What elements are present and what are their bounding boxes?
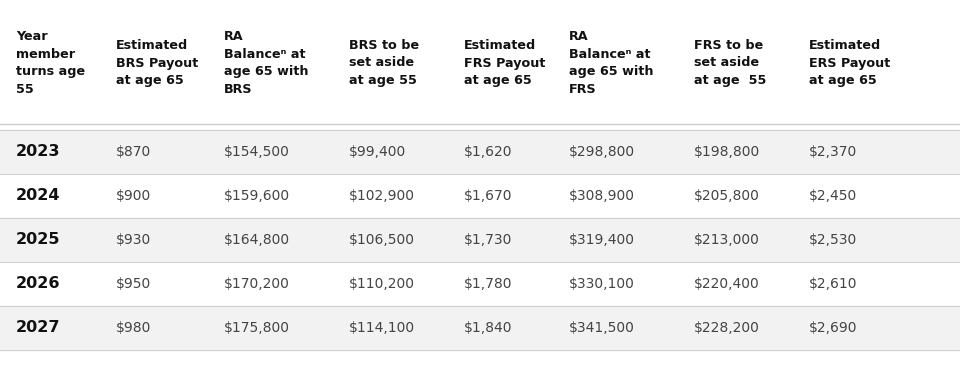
Text: 2027: 2027 xyxy=(16,320,60,335)
Text: $930: $930 xyxy=(116,233,152,247)
Text: $2,450: $2,450 xyxy=(809,189,857,203)
Text: Estimated
BRS Payout
at age 65: Estimated BRS Payout at age 65 xyxy=(116,39,199,87)
Text: 2025: 2025 xyxy=(16,233,60,247)
Text: $198,800: $198,800 xyxy=(694,145,760,159)
Text: 2024: 2024 xyxy=(16,189,60,203)
Bar xyxy=(0,174,960,218)
Text: $102,900: $102,900 xyxy=(349,189,415,203)
Text: $154,500: $154,500 xyxy=(224,145,290,159)
Text: $1,730: $1,730 xyxy=(464,233,513,247)
Bar xyxy=(0,306,960,350)
Text: $870: $870 xyxy=(116,145,152,159)
Text: $2,530: $2,530 xyxy=(809,233,857,247)
Text: $213,000: $213,000 xyxy=(694,233,760,247)
Text: RA
Balanceⁿ at
age 65 with
FRS: RA Balanceⁿ at age 65 with FRS xyxy=(569,30,654,96)
Text: $2,370: $2,370 xyxy=(809,145,857,159)
Text: $900: $900 xyxy=(116,189,152,203)
Text: Estimated
ERS Payout
at age 65: Estimated ERS Payout at age 65 xyxy=(809,39,890,87)
Text: BRS to be
set aside
at age 55: BRS to be set aside at age 55 xyxy=(349,39,420,87)
Text: $980: $980 xyxy=(116,321,152,335)
Text: $110,200: $110,200 xyxy=(349,277,415,291)
Text: $319,400: $319,400 xyxy=(569,233,635,247)
Text: $106,500: $106,500 xyxy=(349,233,415,247)
Bar xyxy=(0,130,960,174)
Text: $99,400: $99,400 xyxy=(349,145,406,159)
Text: $298,800: $298,800 xyxy=(569,145,636,159)
Text: 2023: 2023 xyxy=(16,145,60,160)
Text: $228,200: $228,200 xyxy=(694,321,760,335)
Text: 2026: 2026 xyxy=(16,276,60,291)
Text: $164,800: $164,800 xyxy=(224,233,290,247)
Bar xyxy=(0,8,960,126)
Text: $1,780: $1,780 xyxy=(464,277,513,291)
Text: $2,690: $2,690 xyxy=(809,321,857,335)
Text: $159,600: $159,600 xyxy=(224,189,290,203)
Text: $170,200: $170,200 xyxy=(224,277,290,291)
Text: $341,500: $341,500 xyxy=(569,321,635,335)
Bar xyxy=(0,218,960,262)
Text: $175,800: $175,800 xyxy=(224,321,290,335)
Text: $205,800: $205,800 xyxy=(694,189,760,203)
Text: $1,620: $1,620 xyxy=(464,145,513,159)
Text: $2,610: $2,610 xyxy=(809,277,857,291)
Text: RA
Balanceⁿ at
age 65 with
BRS: RA Balanceⁿ at age 65 with BRS xyxy=(224,30,308,96)
Text: $950: $950 xyxy=(116,277,152,291)
Text: Year
member
turns age
55: Year member turns age 55 xyxy=(16,30,85,96)
Text: $1,670: $1,670 xyxy=(464,189,513,203)
Text: $220,400: $220,400 xyxy=(694,277,759,291)
Text: FRS to be
set aside
at age  55: FRS to be set aside at age 55 xyxy=(694,39,766,87)
Text: $114,100: $114,100 xyxy=(349,321,415,335)
Text: $330,100: $330,100 xyxy=(569,277,635,291)
Bar xyxy=(0,262,960,306)
Text: $308,900: $308,900 xyxy=(569,189,635,203)
Text: Estimated
FRS Payout
at age 65: Estimated FRS Payout at age 65 xyxy=(464,39,545,87)
Text: $1,840: $1,840 xyxy=(464,321,513,335)
